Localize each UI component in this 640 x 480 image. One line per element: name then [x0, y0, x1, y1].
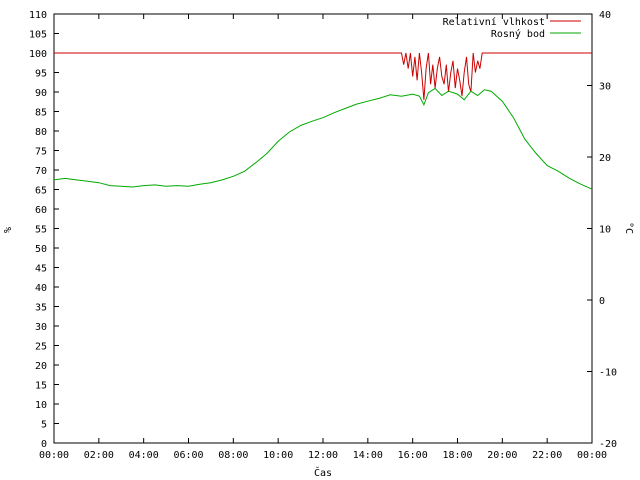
x-tick-label: 08:00 — [218, 450, 248, 461]
right-tick-label: -10 — [599, 368, 617, 379]
right-tick-label: 40 — [599, 10, 611, 21]
x-tick-label: 16:00 — [398, 450, 428, 461]
right-tick-label: 10 — [599, 225, 611, 236]
right-tick-label: 30 — [599, 82, 611, 93]
x-axis-label: Čas — [314, 466, 332, 479]
series-line-humidity — [54, 52, 592, 100]
x-tick-label: 06:00 — [173, 450, 203, 461]
left-tick-label: 90 — [35, 88, 47, 99]
x-tick-label: 00:00 — [577, 450, 607, 461]
left-tick-label: 5 — [41, 420, 47, 431]
left-tick-label: 105 — [29, 30, 47, 41]
left-tick-label: 40 — [35, 283, 47, 294]
left-tick-label: 45 — [35, 264, 47, 275]
right-tick-label: -20 — [599, 439, 617, 450]
right-axis: -20 -10 0 10 20 30 40 — [587, 10, 617, 450]
right-tick-label: 20 — [599, 153, 611, 164]
y-axis-label-left: % — [3, 227, 14, 233]
plot-frame — [53, 13, 593, 444]
x-tick-label: 02:00 — [84, 450, 114, 461]
left-tick-label: 95 — [35, 69, 47, 80]
left-tick-label: 65 — [35, 186, 47, 197]
left-tick-label: 75 — [35, 147, 47, 158]
left-axis: 0 5 10 15 20 25 30 35 40 45 50 55 60 65 70 75 80 85 90 95 10… — [29, 10, 59, 450]
x-tick-label: 10:00 — [263, 450, 293, 461]
left-tick-label: 10 — [35, 400, 47, 411]
right-tick-label: 0 — [599, 296, 605, 307]
legend-label: Relativní vlhkost — [443, 16, 545, 28]
x-tick-label: 20:00 — [487, 450, 517, 461]
series-line-dewpoint — [53, 87, 593, 190]
x-tick-label: 00:00 — [39, 450, 69, 461]
left-tick-label: 0 — [41, 439, 47, 450]
left-tick-label: 55 — [35, 225, 47, 236]
legend-label: Rosný bod — [491, 28, 545, 40]
left-tick-label: 85 — [35, 108, 47, 119]
x-tick-label: 22:00 — [532, 450, 562, 461]
left-tick-label: 15 — [35, 381, 47, 392]
x-tick-label: 14:00 — [353, 450, 383, 461]
x-tick-label: 18:00 — [442, 450, 472, 461]
left-tick-label: 25 — [35, 342, 47, 353]
x-tick-label: 04:00 — [129, 450, 159, 461]
left-tick-label: 80 — [35, 127, 47, 138]
left-tick-label: 35 — [35, 303, 47, 314]
x-axis: 00:00 02:00 04:00 06:00 08:00 10:00 12:00 14:00… — [39, 14, 607, 461]
left-tick-label: 50 — [35, 244, 47, 255]
left-tick-label: 20 — [35, 361, 47, 372]
left-tick-label: 30 — [35, 322, 47, 333]
left-tick-label: 60 — [35, 205, 47, 216]
left-tick-label: 100 — [29, 49, 47, 60]
series-layer — [53, 52, 593, 190]
x-tick-label: 12:00 — [308, 450, 338, 461]
left-tick-label: 110 — [29, 10, 47, 21]
left-tick-label: 70 — [35, 166, 47, 177]
y-axis-label-right: °C — [623, 222, 634, 234]
